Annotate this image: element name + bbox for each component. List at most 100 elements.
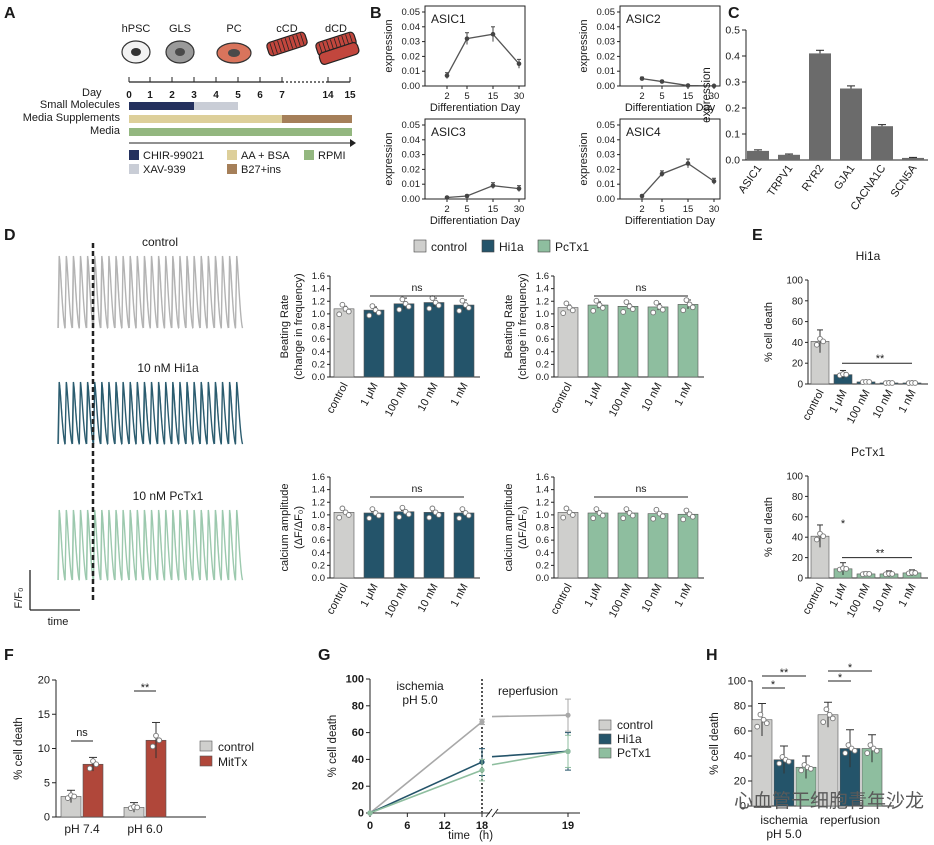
f-dot bbox=[71, 793, 78, 800]
panel-letter-panelG: G bbox=[318, 647, 330, 664]
rate-hi1a-y-tick-label: 0.0 bbox=[312, 372, 325, 383]
rate-hi1a-ns-label: ns bbox=[411, 282, 422, 294]
b-x-tick-label: 5 bbox=[464, 204, 469, 215]
b-y-tick-label: 0.03 bbox=[597, 150, 616, 161]
b-y-tick-label: 0.02 bbox=[597, 164, 616, 175]
calcium-trace-overlay bbox=[129, 258, 137, 330]
plot-frame bbox=[424, 118, 526, 200]
amp-hi1a-dot bbox=[465, 512, 472, 519]
rate-hi1a-dot bbox=[336, 311, 343, 318]
calcium-trace-peak bbox=[92, 381, 102, 445]
cell-ccd bbox=[266, 31, 308, 57]
amp-hi1a-dot bbox=[336, 514, 343, 521]
g-point bbox=[479, 767, 485, 773]
b-series-line bbox=[446, 185, 520, 199]
row-label: Small Molecules bbox=[40, 99, 121, 111]
e-y-tick-label: 0 bbox=[797, 574, 803, 585]
b-y-tick-label: 0.01 bbox=[597, 179, 616, 190]
b-y-tick-label: 0.03 bbox=[402, 150, 421, 161]
rate-hi1a-dot bbox=[369, 303, 376, 309]
amp-hi1a-category-label: 1 nM bbox=[449, 582, 471, 609]
rate-hi1a-dot bbox=[456, 307, 463, 314]
calcium-trace-peak bbox=[149, 381, 159, 445]
rate-hi1a-y-tick-label: 1.6 bbox=[312, 271, 325, 282]
amp-pctx1-category-label: 1 μM bbox=[582, 582, 604, 609]
g-point bbox=[367, 810, 373, 816]
e-ylabel: % cell death bbox=[763, 302, 775, 362]
calcium-trace-peak bbox=[206, 381, 215, 445]
rate-pctx1-category-label: 100 nM bbox=[607, 381, 635, 419]
e-title: Hi1a bbox=[856, 249, 881, 263]
c-bar bbox=[809, 53, 831, 160]
b-title: ASIC2 bbox=[626, 12, 661, 26]
g-axis-break bbox=[491, 808, 499, 818]
h-y-tick-label: 60 bbox=[734, 726, 746, 738]
h-y-tick-label: 100 bbox=[728, 676, 746, 688]
calcium-trace-peak bbox=[192, 255, 201, 329]
amp-pctx1-category-label: 100 nM bbox=[607, 582, 635, 620]
b-point bbox=[464, 193, 470, 199]
amp-pctx1-y-tick-label: 0.0 bbox=[536, 573, 549, 584]
calcium-trace-peak bbox=[107, 255, 116, 329]
h-ylabel: % cell death bbox=[709, 712, 721, 775]
calcium-trace-overlay bbox=[115, 512, 123, 582]
b-ylabel: expression bbox=[383, 19, 395, 72]
bar-rpmi bbox=[129, 128, 352, 136]
h-dot bbox=[763, 720, 770, 727]
g-series-line-reperfusion bbox=[491, 714, 569, 718]
h-dot bbox=[864, 750, 871, 756]
c-y-tick-label: 0.5 bbox=[725, 25, 740, 37]
b-y-tick-label: 0.04 bbox=[597, 135, 616, 146]
h-sig-label: ** bbox=[780, 667, 789, 679]
amp-pctx1-dot bbox=[659, 513, 666, 520]
calcium-trace-peak bbox=[121, 381, 130, 445]
day-tick-label: 7 bbox=[279, 90, 285, 101]
calcium-trace-peak bbox=[192, 381, 201, 445]
calcium-trace-peak bbox=[163, 381, 173, 445]
h-dot bbox=[851, 747, 858, 754]
calcium-trace-overlay bbox=[200, 512, 208, 582]
legend-swatch bbox=[304, 150, 314, 160]
e-y-tick-label: 60 bbox=[792, 512, 804, 523]
amp-hi1a-dot bbox=[429, 505, 436, 512]
b-y-tick-label: 0.02 bbox=[402, 164, 421, 175]
amp-hi1a-bar bbox=[363, 512, 385, 579]
g-series-line bbox=[369, 769, 483, 814]
stage-label: GLS bbox=[169, 23, 191, 35]
rate-hi1a-y-tick-label: 1.4 bbox=[312, 284, 325, 295]
rate-pctx1-dot bbox=[659, 306, 666, 313]
b-y-tick-label: 0.00 bbox=[402, 81, 421, 92]
rate-hi1a-ylabel-2: (change in frequency) bbox=[293, 273, 305, 379]
h-dot bbox=[867, 742, 874, 748]
b-y-tick-label: 0.05 bbox=[597, 7, 616, 18]
stage-label: hPSC bbox=[122, 23, 151, 35]
c-category-label: ASIC1 bbox=[736, 163, 764, 196]
calcium-trace-overlay bbox=[100, 384, 109, 446]
calcium-trace-overlay bbox=[186, 384, 194, 446]
calcium-trace-overlay bbox=[72, 512, 80, 582]
legend-label: AA + BSA bbox=[241, 150, 290, 162]
calcium-trace-overlay bbox=[100, 258, 109, 330]
b-y-tick-label: 0.04 bbox=[402, 135, 421, 146]
day-tick-label: 4 bbox=[213, 90, 219, 101]
plot-frame bbox=[619, 5, 721, 87]
b-x-tick-label: 15 bbox=[683, 91, 694, 102]
b-y-tick-label: 0.04 bbox=[597, 22, 616, 33]
b-y-tick-label: 0.02 bbox=[402, 51, 421, 62]
rate-pctx1-y-tick-label: 0.8 bbox=[536, 322, 549, 333]
b-x-tick-label: 30 bbox=[514, 91, 525, 102]
calcium-trace-overlay bbox=[214, 512, 222, 582]
b-ylabel: expression bbox=[383, 132, 395, 185]
h-group-label: reperfusion bbox=[820, 813, 880, 827]
b-x-tick-label: 2 bbox=[444, 204, 449, 215]
bar-aa-bsa bbox=[129, 115, 282, 123]
b-y-tick-label: 0.03 bbox=[597, 37, 616, 48]
amp-hi1a-y-tick-label: 1.2 bbox=[312, 497, 325, 508]
calcium-trace-peak bbox=[163, 509, 173, 581]
b-y-tick-label: 0.05 bbox=[597, 120, 616, 131]
f-group-label: pH 7.4 bbox=[64, 822, 100, 836]
panel-letter-panelF: F bbox=[4, 647, 14, 664]
rate-hi1a-dot bbox=[405, 303, 412, 310]
bar-b27 bbox=[282, 115, 352, 123]
